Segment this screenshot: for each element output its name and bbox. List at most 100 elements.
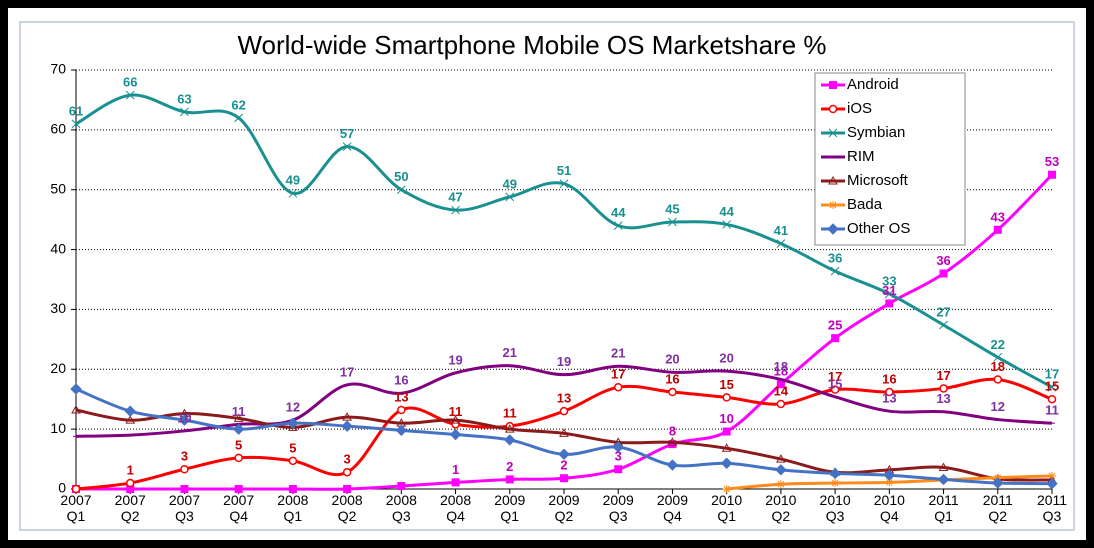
data-label: 43 (991, 209, 1005, 224)
x-tick-label-line: Q3 (609, 508, 628, 524)
data-label: 44 (611, 205, 626, 220)
data-label: 19 (557, 354, 571, 369)
data-label: 12 (991, 399, 1005, 414)
marker (449, 428, 462, 441)
marker (342, 142, 352, 151)
legend-label: Symbian (847, 124, 905, 141)
data-label: 1 (452, 462, 459, 477)
x-tick-label-line: Q4 (446, 508, 465, 524)
data-label: 18 (774, 364, 788, 379)
x-tick-label: 2007 Q3 (169, 492, 200, 524)
marker (180, 485, 189, 493)
marker (1048, 471, 1056, 480)
data-label: 2 (506, 459, 513, 474)
x-tick-label: 2008 Q1 (277, 492, 308, 524)
marker (775, 464, 787, 476)
marker (612, 441, 624, 453)
data-label: 49 (286, 173, 300, 188)
data-label: 25 (828, 318, 842, 333)
y-tick-label: 30 (50, 300, 66, 316)
marker (613, 382, 623, 392)
data-label: 61 (69, 103, 83, 118)
data-label: 15 (1045, 379, 1059, 394)
marker (343, 485, 352, 493)
x-tick-label-line: 2009 (657, 492, 688, 508)
marker (613, 221, 623, 230)
marker (830, 266, 840, 276)
x-tick-label-line: Q2 (338, 508, 357, 524)
plot-frame (19, 21, 1075, 531)
marker (993, 352, 1003, 362)
data-label: 57 (340, 126, 354, 141)
marker (1047, 394, 1057, 404)
data-label: 47 (448, 190, 462, 205)
data-label: 18 (991, 359, 1005, 374)
x-tick-label: 2010 Q4 (874, 492, 905, 524)
data-label: 17 (611, 367, 625, 382)
y-tick-label: 40 (50, 240, 66, 256)
data-label: 17 (936, 368, 950, 383)
marker (559, 406, 569, 416)
marker (829, 467, 841, 480)
x-tick-label: 2009 Q3 (603, 492, 634, 524)
x-tick-label-line: Q3 (1043, 508, 1062, 524)
data-label: 33 (882, 273, 896, 288)
legend-marker (828, 128, 838, 138)
marker (451, 420, 460, 429)
marker (937, 473, 950, 486)
legend-label: Android (847, 76, 899, 93)
data-label: 11 (232, 404, 246, 419)
marker (559, 428, 569, 437)
x-tick-label: 2011 Q2 (983, 492, 1013, 524)
marker (831, 334, 840, 343)
marker (396, 185, 406, 195)
x-tick-label-line: Q1 (500, 508, 519, 524)
data-label: 36 (828, 251, 842, 266)
chart-title: World-wide Smartphone Mobile OS Marketsh… (237, 30, 826, 60)
data-label: 13 (394, 389, 408, 404)
marker (234, 453, 243, 463)
data-label: 22 (991, 337, 1005, 352)
x-tick-label-line: 2010 (765, 492, 796, 508)
data-label: 16 (665, 371, 679, 386)
marker (992, 477, 1004, 489)
marker (71, 119, 81, 129)
legend-box (814, 72, 966, 246)
x-tick-label-line: Q2 (121, 508, 140, 524)
data-label: 2 (560, 458, 567, 473)
x-tick-label-line: Q3 (826, 508, 845, 524)
legend-label: Bada (847, 196, 883, 213)
data-label: 11 (503, 406, 517, 421)
x-tick-label-line: 2009 (494, 492, 525, 508)
marker (1046, 477, 1058, 490)
marker (667, 437, 678, 446)
data-label: 41 (774, 223, 788, 238)
data-label: 66 (123, 75, 137, 90)
marker (938, 462, 949, 471)
marker (125, 90, 135, 100)
x-tick-label: 2010 Q3 (820, 492, 851, 524)
marker (125, 478, 135, 488)
data-label: 11 (449, 404, 463, 419)
y-tick-label: 20 (50, 360, 66, 376)
data-label: 14 (774, 383, 789, 398)
y-tick-label: 50 (50, 180, 66, 196)
marker (397, 405, 406, 415)
marker (722, 427, 731, 436)
marker (71, 484, 81, 494)
x-tick-label-line: Q1 (934, 508, 953, 524)
x-tick-label-line: 2009 (603, 492, 634, 508)
data-label: 16 (394, 373, 408, 388)
data-label: 15 (719, 377, 733, 392)
data-label: 15 (828, 376, 842, 391)
marker (776, 454, 786, 463)
marker (451, 478, 460, 487)
marker (124, 405, 136, 417)
marker (993, 225, 1002, 234)
y-tick-label: 60 (50, 121, 66, 137)
x-tick-label-line: 2007 (60, 492, 91, 508)
marker (287, 417, 299, 429)
marker (180, 107, 189, 117)
marker (232, 423, 245, 435)
marker (884, 289, 894, 299)
